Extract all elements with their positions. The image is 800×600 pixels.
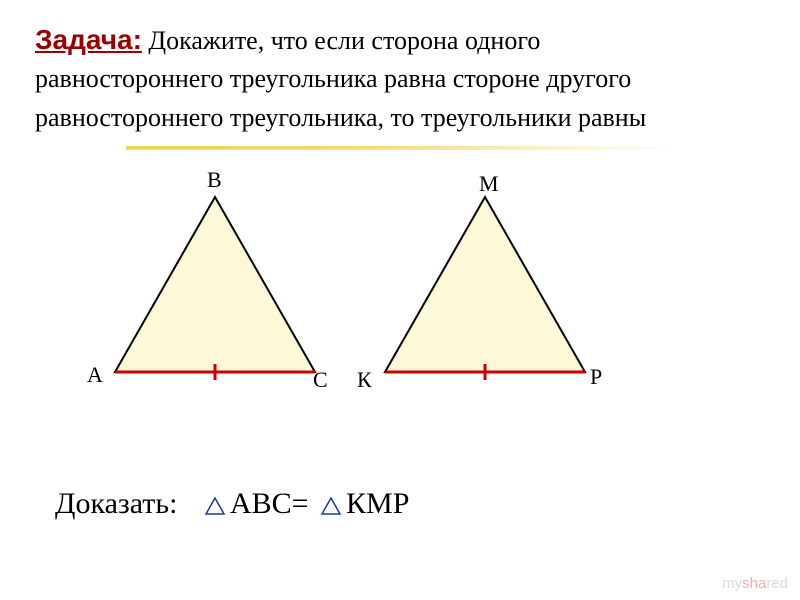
task-label: Задача:: [35, 24, 142, 55]
diagram-area: В А С М К Р: [55, 177, 755, 447]
vertex-label-B: В: [207, 167, 222, 193]
vertex-label-M: М: [479, 171, 499, 197]
task-text-3: равностороннего треугольника, то треугол…: [35, 100, 765, 136]
triangle-symbol-icon: [320, 496, 342, 516]
vertex-label-P: Р: [590, 364, 602, 390]
underline-bar: [35, 146, 765, 152]
watermark: myshared: [722, 575, 788, 592]
triangle-symbol-icon: [204, 496, 226, 516]
triangle-left: [95, 177, 335, 387]
task-title-line1: Задача: Докажите, что если сторона одног…: [35, 20, 765, 59]
vertex-label-A: А: [87, 362, 103, 388]
watermark-rest: red: [766, 575, 788, 592]
prove-eq-right: КМР: [346, 487, 409, 520]
vertex-label-C: С: [313, 367, 328, 393]
triangle-right: [365, 177, 605, 387]
task-text-1: Докажите, что если сторона одного: [148, 26, 540, 55]
prove-line: Доказать: АВС= КМР: [55, 487, 765, 521]
prove-label: Доказать:: [55, 487, 177, 520]
vertex-label-K: К: [357, 367, 372, 393]
task-text-2: равностороннего треугольника равна сторо…: [35, 61, 765, 97]
prove-eq-left: АВС=: [230, 487, 309, 520]
watermark-highlight: sha: [742, 575, 766, 592]
watermark-part1: my: [722, 575, 742, 592]
